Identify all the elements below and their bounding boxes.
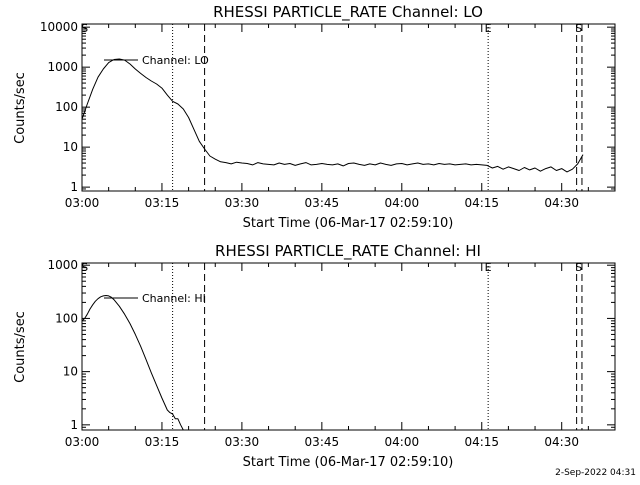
series-line-lo-0	[81, 58, 584, 173]
event-marker-lo: E	[485, 22, 492, 35]
footer-date: 2-Sep-2022 04:31	[555, 468, 636, 478]
legend-label-lo: Channel: LO	[142, 54, 209, 67]
x-tick-label-hi: 03:30	[225, 435, 260, 449]
y-tick-label-hi: 1000	[47, 258, 78, 272]
x-tick-label-hi: 03:15	[145, 435, 180, 449]
y-tick-label-hi: 1	[70, 418, 78, 432]
event-marker-hi: S	[81, 261, 88, 274]
x-tick-label-lo: 04:00	[385, 196, 420, 210]
y-tick-label-lo: 100	[55, 100, 78, 114]
x-tick-label-lo: 03:30	[225, 196, 260, 210]
y-tick-label-hi: 100	[55, 311, 78, 325]
y-tick-label-hi: 10	[63, 365, 78, 379]
x-tick-label-hi: 03:45	[305, 435, 340, 449]
event-marker-hi: S	[575, 261, 582, 274]
series-line-hi-0	[81, 295, 184, 431]
plot-frame-lo	[81, 23, 616, 192]
x-tick-label-lo: 03:15	[145, 196, 180, 210]
y-tick-label-lo: 1	[70, 180, 78, 194]
event-marker-lo: S	[81, 22, 88, 35]
y-tick-label-lo: 10	[63, 140, 78, 154]
x-tick-label-hi: 03:00	[65, 435, 100, 449]
x-tick-label-lo: 03:00	[65, 196, 100, 210]
x-axis-label-lo: Start Time (06-Mar-17 02:59:10)	[243, 216, 454, 231]
x-tick-label-hi: 04:30	[544, 435, 579, 449]
y-tick-label-lo: 10000	[40, 20, 78, 34]
chart-title-lo: RHESSI PARTICLE_RATE Channel: LO	[213, 3, 483, 22]
y-tick-label-lo: 1000	[47, 60, 78, 74]
plot-frame-hi	[81, 262, 616, 431]
x-tick-label-hi: 04:15	[464, 435, 499, 449]
legend-label-hi: Channel: HI	[142, 292, 206, 305]
chart-title-hi: RHESSI PARTICLE_RATE Channel: HI	[215, 242, 481, 261]
chart-panel-hi: RHESSI PARTICLE_RATE Channel: HI Start T…	[13, 242, 616, 470]
x-tick-label-hi: 04:00	[385, 435, 420, 449]
x-tick-label-lo: 03:45	[305, 196, 340, 210]
y-axis-label-hi: Counts/sec	[13, 311, 28, 383]
event-marker-hi: E	[485, 261, 492, 274]
event-marker-lo: S	[575, 22, 582, 35]
x-axis-label-hi: Start Time (06-Mar-17 02:59:10)	[243, 455, 454, 470]
y-axis-label-lo: Counts/sec	[13, 72, 28, 144]
x-tick-label-lo: 04:15	[464, 196, 499, 210]
x-tick-label-lo: 04:30	[544, 196, 579, 210]
chart-panel-lo: RHESSI PARTICLE_RATE Channel: LO Start T…	[13, 3, 616, 231]
